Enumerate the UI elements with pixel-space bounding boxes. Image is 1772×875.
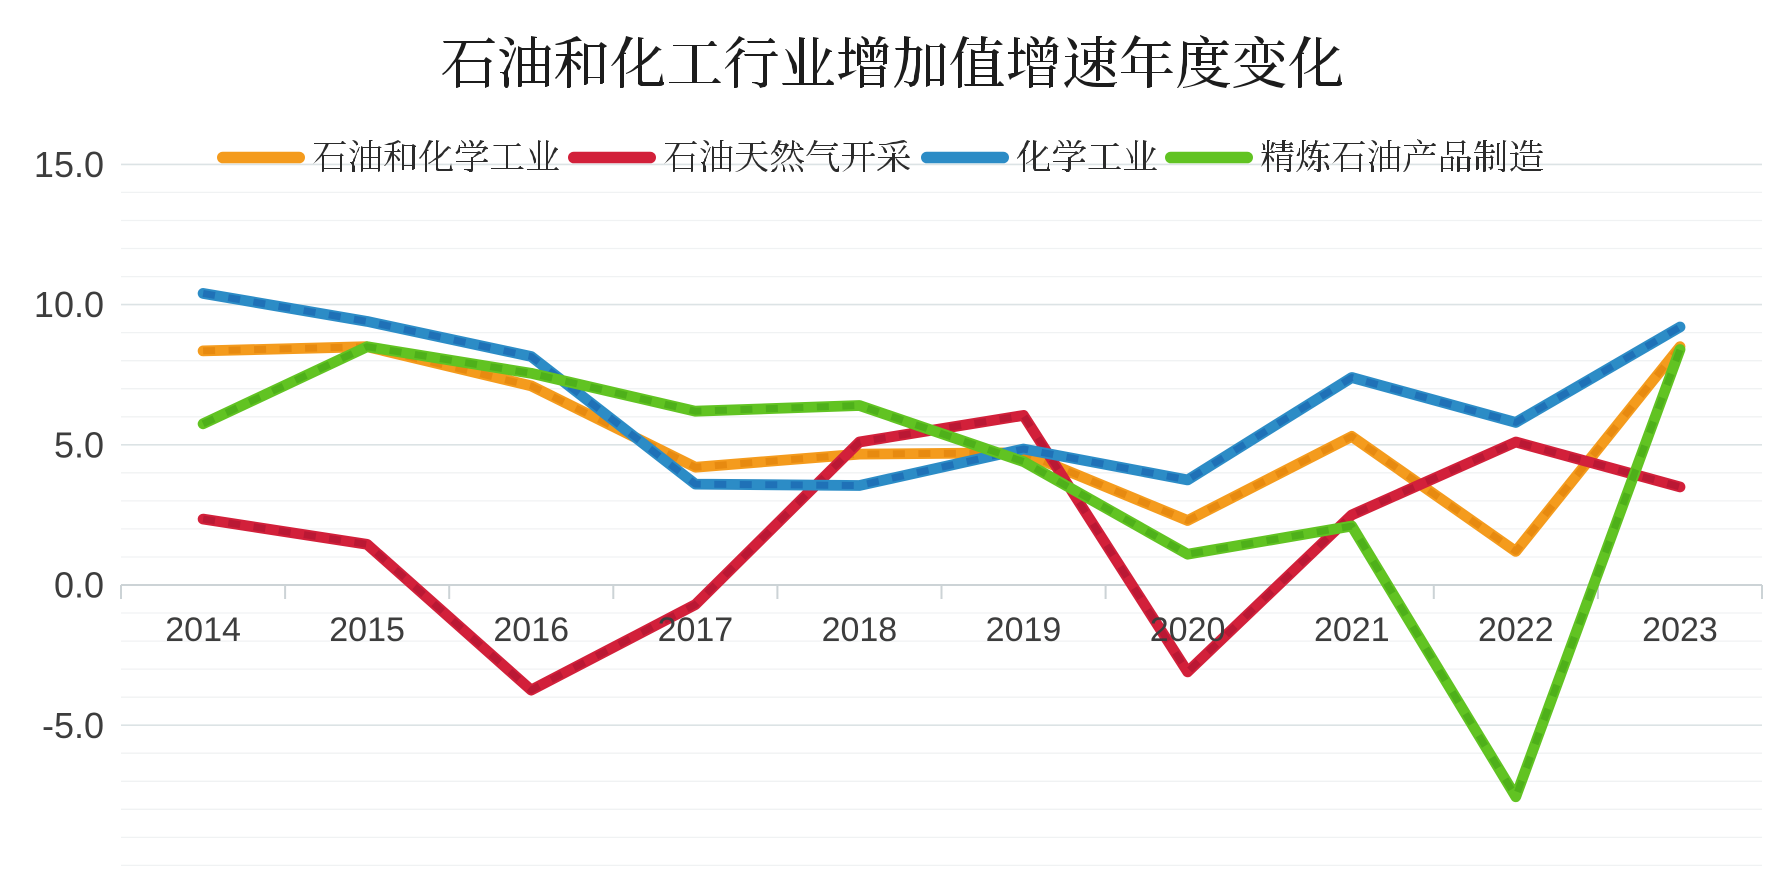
svg-text:2019: 2019 <box>986 611 1062 649</box>
svg-text:2015: 2015 <box>329 611 405 649</box>
svg-text:2017: 2017 <box>658 611 734 649</box>
svg-text:-5.0: -5.0 <box>42 705 104 746</box>
svg-text:2020: 2020 <box>1150 611 1226 649</box>
svg-text:10.0: 10.0 <box>34 284 104 325</box>
svg-text:2022: 2022 <box>1478 611 1554 649</box>
svg-text:2023: 2023 <box>1642 611 1718 649</box>
svg-text:15.0: 15.0 <box>34 144 104 185</box>
svg-text:2014: 2014 <box>165 611 241 649</box>
svg-text:2018: 2018 <box>822 611 898 649</box>
svg-text:0.0: 0.0 <box>54 565 104 606</box>
svg-text:2016: 2016 <box>493 611 569 649</box>
svg-text:2021: 2021 <box>1314 611 1390 649</box>
svg-text:5.0: 5.0 <box>54 424 104 465</box>
